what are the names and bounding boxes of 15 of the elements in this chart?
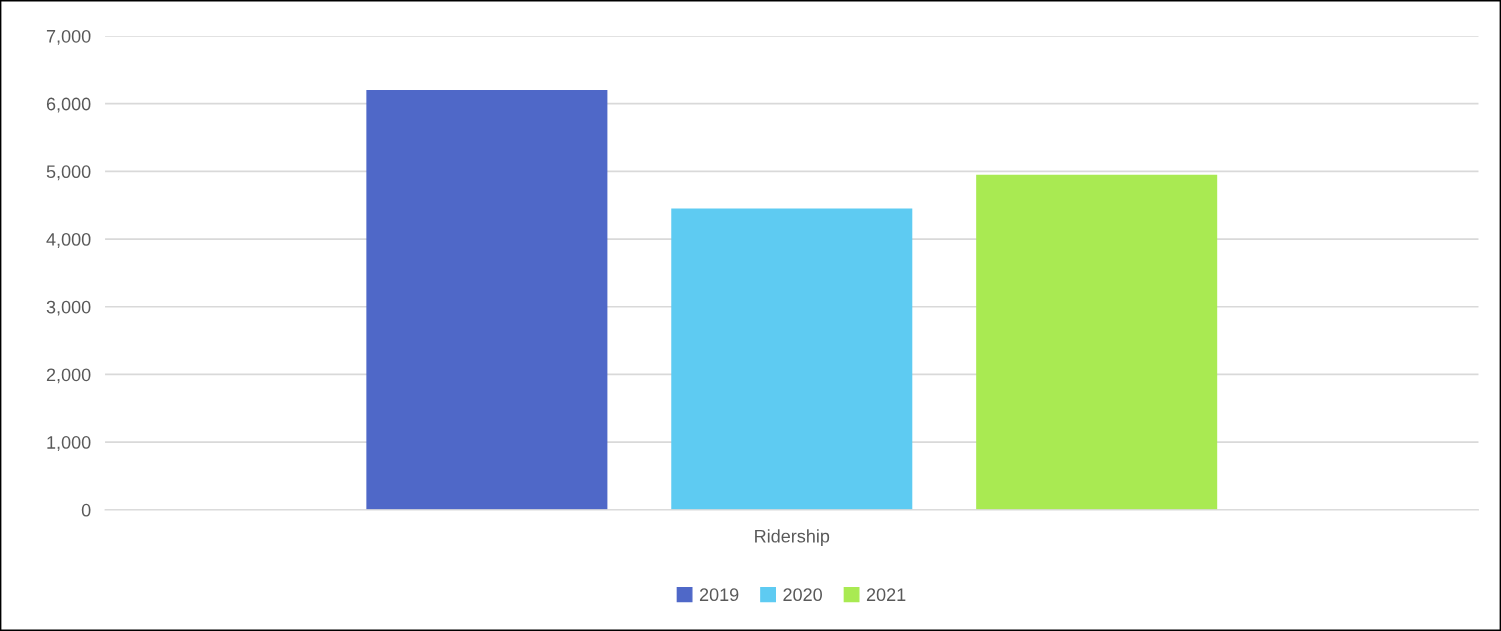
legend-label: 2021 [866,588,906,602]
y-tick-label: 1,000 [47,436,91,451]
y-tick-label: 3,000 [46,300,91,316]
bar [976,174,1218,510]
legend-label: 2020 [783,588,822,602]
y-tick-label: 7,000 [46,29,91,45]
legend-label: 2019 [699,588,739,602]
bar [366,90,608,510]
bar [671,208,913,510]
y-tick-label: 2,000 [46,368,91,384]
y-tick-label: 0 [81,503,91,517]
y-tick-label: 5,000 [46,165,91,181]
y-tick-label: 4,000 [46,232,91,248]
x-tick-label: Ridership [755,529,830,547]
y-tick-label: 6,000 [46,97,91,113]
